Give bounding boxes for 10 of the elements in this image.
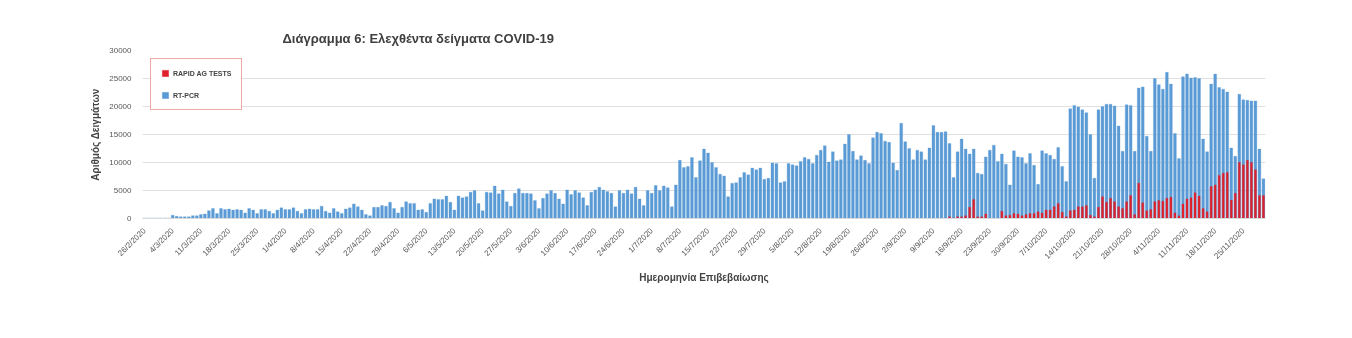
y-tick-label: 20000	[109, 102, 133, 111]
y-tick-label: 10000	[109, 158, 133, 167]
y-tick-label: 0	[127, 214, 133, 223]
y-axis-title: Αριθμός Δειγμάτων	[90, 88, 103, 181]
y-tick-label: 25000	[109, 74, 133, 83]
y-tick-label: 30000	[109, 46, 133, 55]
x-axis-title: Ημερομηνία Επιβεβαίωσης	[639, 272, 769, 285]
y-tick-label: 5000	[113, 186, 133, 195]
y-tick-label: 15000	[109, 130, 133, 139]
chart-title: Διάγραμμα 6: Ελεχθέντα δείγματα COVID-19	[282, 30, 554, 46]
